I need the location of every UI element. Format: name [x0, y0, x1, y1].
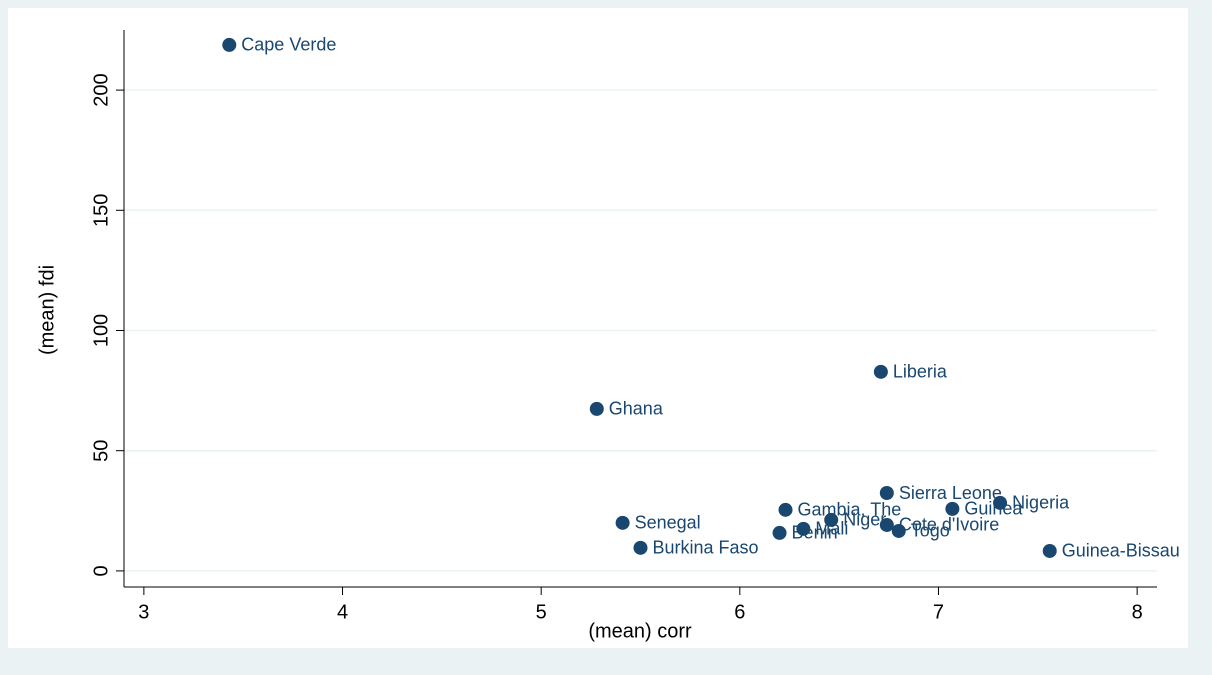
- y-tick-label: 150: [90, 194, 112, 227]
- point: [879, 486, 894, 501]
- point: [589, 401, 604, 416]
- plot-region: [8, 8, 1188, 648]
- y-tick-label: 200: [90, 73, 112, 106]
- point: [615, 515, 630, 530]
- point-label: Niger: [843, 510, 886, 530]
- point: [993, 495, 1008, 510]
- x-tick-label: 3: [138, 601, 149, 623]
- point: [873, 364, 888, 379]
- point-label: Benin: [792, 523, 838, 543]
- point-label: Gambia, The: [798, 500, 902, 520]
- point: [772, 525, 787, 540]
- point-label: Togo: [911, 521, 950, 541]
- y-axis-label: (mean) fdi: [36, 265, 58, 355]
- point: [879, 517, 894, 532]
- point: [778, 502, 793, 517]
- point-label: Liberia: [893, 362, 948, 382]
- point-label: Senegal: [635, 513, 701, 533]
- point-label: Cote d'Ivoire: [899, 515, 1000, 535]
- point-label: Mali: [815, 519, 848, 539]
- point-label: Guinea: [964, 499, 1023, 519]
- x-tick-label: 7: [933, 601, 944, 623]
- point-label: Burkina Faso: [653, 538, 759, 558]
- x-tick-label: 6: [734, 601, 745, 623]
- point: [824, 512, 839, 527]
- point: [633, 540, 648, 555]
- point-label: Sierra Leone: [899, 483, 1002, 503]
- x-axis-label: (mean) corr: [588, 620, 692, 642]
- point: [945, 501, 960, 516]
- x-tick-label: 5: [536, 601, 547, 623]
- point-label: Nigeria: [1012, 493, 1070, 513]
- point: [1042, 543, 1057, 558]
- y-tick-label: 100: [90, 314, 112, 347]
- point: [796, 521, 811, 536]
- y-tick-label: 50: [90, 440, 112, 462]
- point-label: Cape Verde: [241, 35, 336, 55]
- point-label: Guinea-Bissau: [1062, 541, 1180, 561]
- x-tick-label: 8: [1132, 601, 1143, 623]
- x-tick-label: 4: [337, 601, 348, 623]
- point: [222, 37, 237, 52]
- point: [891, 523, 906, 538]
- y-tick-label: 0: [90, 565, 112, 576]
- point-label: Ghana: [609, 399, 664, 419]
